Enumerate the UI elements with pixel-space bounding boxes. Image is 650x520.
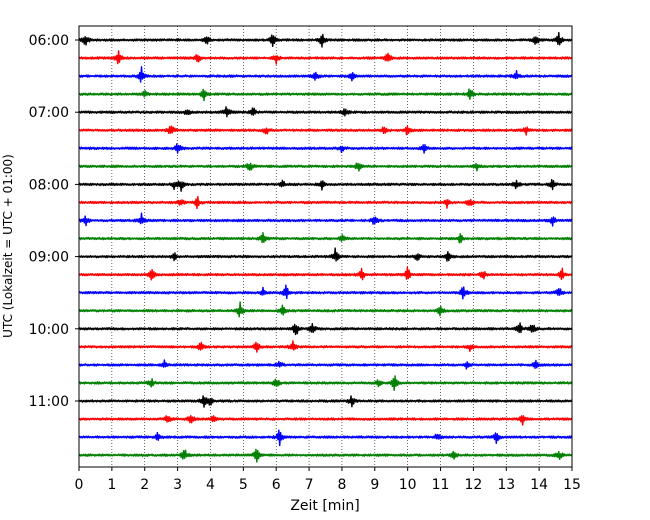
trace-line-21 xyxy=(78,414,573,426)
trace-line-19 xyxy=(78,375,573,391)
x-tick-label: 3 xyxy=(173,477,182,493)
x-tick-label: 8 xyxy=(337,477,346,493)
y-tick-label: 11:00 xyxy=(29,394,69,410)
trace-line-5 xyxy=(78,125,573,136)
x-tick-label: 10 xyxy=(399,477,417,493)
y-axis-ticks: 06:00 07:00 08:00 09:00 10:00 11:00 xyxy=(29,33,79,410)
x-tick-label: 1 xyxy=(107,477,116,493)
trace-line-7 xyxy=(78,162,573,172)
seismogram-traces xyxy=(78,31,573,463)
trace-line-15 xyxy=(78,301,573,318)
trace-line-14 xyxy=(78,284,573,300)
trace-line-9 xyxy=(78,195,573,210)
trace-line-23 xyxy=(78,448,573,463)
trace-line-18 xyxy=(78,359,573,370)
x-tick-label: 11 xyxy=(432,477,450,493)
x-tick-label: 5 xyxy=(239,477,248,493)
trace-line-6 xyxy=(78,143,573,154)
trace-line-4 xyxy=(78,106,573,118)
x-tick-label: 14 xyxy=(530,477,548,493)
y-tick-label: 07:00 xyxy=(29,105,69,121)
x-tick-label: 15 xyxy=(563,477,581,493)
x-axis-label: Zeit [min] xyxy=(290,498,359,514)
trace-line-16 xyxy=(78,322,573,336)
trace-line-3 xyxy=(78,88,573,102)
plot-frame xyxy=(78,25,573,468)
trace-line-12 xyxy=(78,247,573,262)
trace-line-22 xyxy=(78,429,573,447)
trace-line-20 xyxy=(78,395,573,408)
x-tick-label: 12 xyxy=(464,477,482,493)
y-tick-label: 10:00 xyxy=(29,322,69,338)
x-tick-label: 4 xyxy=(206,477,215,493)
x-tick-label: 0 xyxy=(75,477,84,493)
x-tick-label: 13 xyxy=(497,477,515,493)
x-axis-ticks: 0 1 2 3 4 5 6 7 8 9 10 11 12 13 14 15 xyxy=(75,467,581,493)
trace-line-8 xyxy=(78,178,573,192)
trace-line-10 xyxy=(78,212,573,227)
x-tick-label: 6 xyxy=(272,477,281,493)
y-tick-label: 08:00 xyxy=(29,177,69,193)
x-tick-label: 7 xyxy=(305,477,314,493)
trace-line-11 xyxy=(78,232,573,244)
x-tick-label: 2 xyxy=(140,477,149,493)
x-tick-label: 9 xyxy=(370,477,379,493)
y-tick-label: 06:00 xyxy=(29,33,69,49)
trace-line-0 xyxy=(78,31,573,48)
trace-line-2 xyxy=(78,66,573,83)
y-tick-label: 09:00 xyxy=(29,250,69,266)
trace-line-1 xyxy=(78,50,573,65)
trace-line-13 xyxy=(78,266,573,281)
trace-line-17 xyxy=(78,340,573,353)
y-axis-label: UTC (Lokalzeit = UTC + 01:00) xyxy=(1,154,15,338)
